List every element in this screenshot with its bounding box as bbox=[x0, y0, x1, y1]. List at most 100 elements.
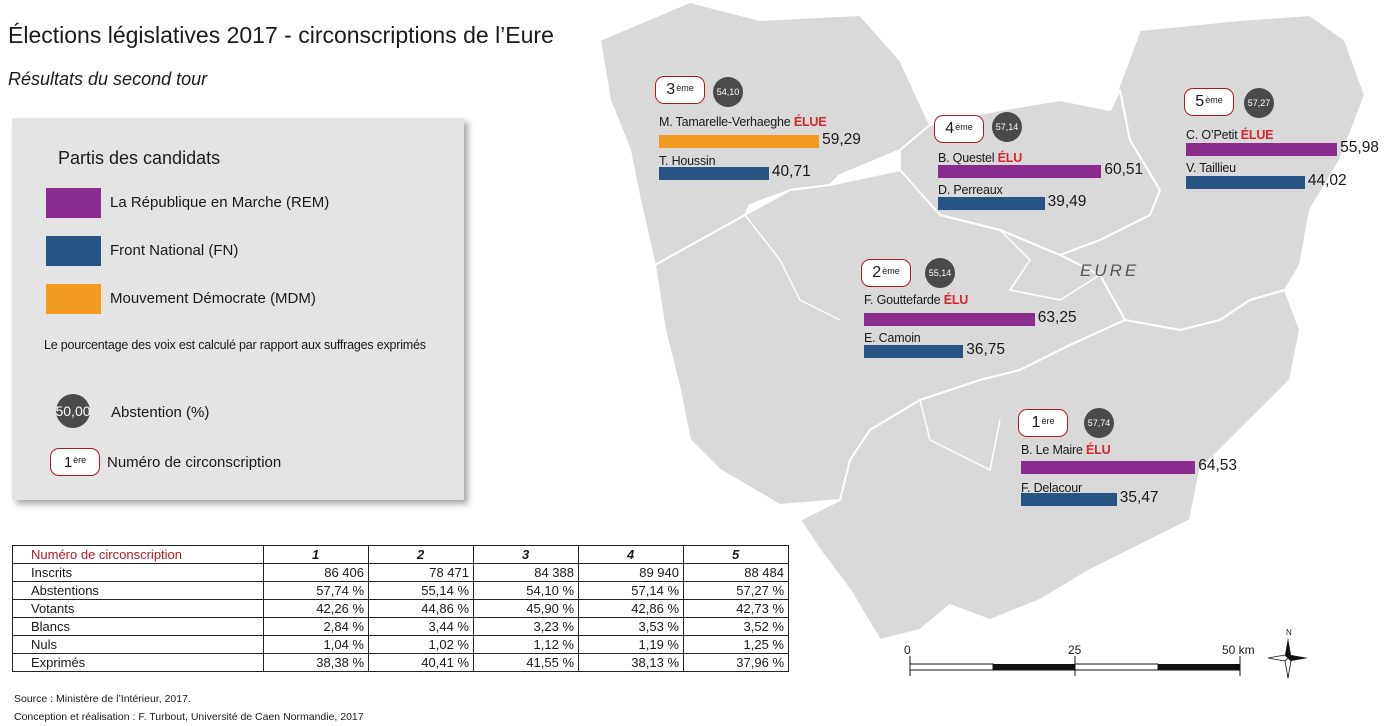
table-cell: 88 484 bbox=[683, 563, 789, 582]
table-cell: 41,55 % bbox=[473, 653, 579, 672]
table-row-label: Votants bbox=[12, 599, 264, 618]
table-row-label: Blancs bbox=[12, 617, 264, 636]
north-label: N bbox=[1286, 628, 1292, 637]
legend-note: Le pourcentage des voix est calculé par … bbox=[44, 338, 426, 352]
candidate-name-text: F. Delacour bbox=[1021, 481, 1083, 495]
vote-share-value: 44,02 bbox=[1307, 172, 1347, 189]
elected-badge: ÉLU bbox=[997, 151, 1023, 165]
legend-label-rem: La République en Marche (REM) bbox=[110, 194, 330, 211]
scale-bar-graphic bbox=[909, 656, 1241, 676]
candidate-name: C. O’Petit ÉLUE bbox=[1186, 128, 1274, 142]
circ-number: 2 bbox=[872, 264, 882, 281]
table-cell: 57,14 % bbox=[578, 581, 684, 600]
table-cell: 3,23 % bbox=[473, 617, 579, 636]
circ-suffix: ème bbox=[882, 266, 900, 276]
candidate-name-text: D. Perreaux bbox=[938, 183, 1003, 197]
candidate-name-text: B. Le Maire bbox=[1021, 443, 1083, 457]
table-cell: 84 388 bbox=[473, 563, 579, 582]
vote-share-bar bbox=[1021, 493, 1117, 506]
table-row-label: Inscrits bbox=[12, 563, 264, 582]
elected-badge: ÉLUE bbox=[1240, 128, 1274, 142]
table-cell: 54,10 % bbox=[473, 581, 579, 600]
abstention-circle: 57,14 bbox=[992, 112, 1022, 142]
table-cell: 3,52 % bbox=[683, 617, 789, 636]
table-cell: 2,84 % bbox=[263, 617, 369, 636]
table-cell: 1,25 % bbox=[683, 635, 789, 654]
circonscription-badge: 2 ème bbox=[861, 259, 911, 287]
abstention-circle: 57,74 bbox=[1084, 408, 1114, 438]
elected-badge: ÉLU bbox=[1086, 443, 1111, 457]
legend-circ-number: 1 bbox=[63, 453, 73, 471]
table-cell: 40,41 % bbox=[368, 653, 474, 672]
legend-circonscription-badge: 1 ère bbox=[50, 448, 100, 476]
compass-icon bbox=[1267, 638, 1308, 679]
map-title: Élections législatives 2017 - circonscri… bbox=[8, 22, 554, 48]
legend-swatch-fn bbox=[46, 236, 101, 266]
table-cell: 42,26 % bbox=[263, 599, 369, 618]
candidate-name: V. Taillieu bbox=[1186, 161, 1236, 175]
table-cell: 45,90 % bbox=[473, 599, 579, 618]
circ-number: 3 bbox=[666, 81, 676, 98]
legend-label-mdm: Mouvement Démocrate (MDM) bbox=[110, 290, 316, 307]
table-cell: 1,19 % bbox=[578, 635, 684, 654]
candidate-name: E. Camoin bbox=[864, 331, 921, 345]
table-row: Votants 42,26 % 44,86 % 45,90 % 42,86 % 42,73… bbox=[12, 599, 789, 618]
abstention-circle: 54,10 bbox=[713, 77, 743, 107]
table-cell: 86 406 bbox=[263, 563, 369, 582]
legend-circonscription-label: Numéro de circonscription bbox=[107, 454, 282, 471]
legend-swatch-mdm bbox=[46, 284, 101, 314]
circ-number: 1 bbox=[1031, 414, 1041, 431]
circ-number: 4 bbox=[945, 120, 955, 137]
vote-share-bar bbox=[938, 165, 1102, 178]
circ-suffix: ème bbox=[676, 83, 694, 93]
circ-suffix: ème bbox=[1205, 95, 1223, 105]
abstention-circle: 55,14 bbox=[925, 258, 955, 288]
vote-share-value: 64,53 bbox=[1198, 457, 1238, 474]
candidate-name: F. Delacour bbox=[1021, 481, 1082, 495]
candidate-name-text: C. O’Petit bbox=[1186, 128, 1238, 142]
circ-number: 5 bbox=[1195, 93, 1205, 110]
legend-abstention-circle: 50,00 bbox=[55, 394, 91, 428]
legend-label-fn: Front National (FN) bbox=[110, 242, 239, 259]
candidate-name: F. Gouttefarde ÉLU bbox=[864, 293, 968, 307]
table-row-label: Nuls bbox=[12, 635, 264, 654]
table-cell: 57,27 % bbox=[683, 581, 789, 600]
legend-circ-suffix: ère bbox=[73, 455, 87, 465]
table-header-cell: 3 bbox=[473, 545, 579, 564]
scale-label-50: 50 km bbox=[1222, 643, 1255, 657]
elected-badge: ÉLUE bbox=[793, 115, 827, 129]
circonscription-badge: 3 ème bbox=[655, 76, 705, 104]
table-cell: 3,44 % bbox=[368, 617, 474, 636]
table-header-cell: Numéro de circonscription bbox=[12, 545, 264, 564]
scale-label-0: 0 bbox=[904, 643, 911, 657]
elected-badge: ÉLU bbox=[943, 293, 969, 307]
circ-suffix: ème bbox=[955, 122, 973, 132]
vote-share-bar bbox=[1186, 143, 1338, 156]
vote-share-value: 36,75 bbox=[966, 341, 1006, 358]
candidate-name: M. Tamarelle-Verhaeghe ÉLUE bbox=[659, 115, 827, 129]
table-cell: 57,74 % bbox=[263, 581, 369, 600]
candidate-name-text: M. Tamarelle-Verhaeghe bbox=[659, 115, 791, 129]
source-note: Source : Ministère de l’Intérieur, 2017. bbox=[14, 693, 191, 705]
table-row: Exprimés 38,38 % 40,41 % 41,55 % 38,13 % 37,9… bbox=[12, 653, 789, 672]
table-cell: 42,73 % bbox=[683, 599, 789, 618]
legend-panel: Partis des candidats La République en Ma… bbox=[12, 118, 464, 500]
candidate-name-text: B. Questel bbox=[938, 151, 995, 165]
vote-share-value: 35,47 bbox=[1119, 489, 1159, 506]
candidate-name: B. Le Maire ÉLU bbox=[1021, 443, 1111, 457]
table-cell: 89 940 bbox=[578, 563, 684, 582]
table-body: Inscrits 86 406 78 471 84 388 89 940 88 484 Ab… bbox=[12, 563, 789, 672]
candidate-name-text: T. Houssin bbox=[659, 154, 716, 168]
vote-share-bar bbox=[659, 135, 820, 148]
vote-share-bar bbox=[1186, 176, 1305, 189]
vote-share-bar bbox=[864, 345, 964, 358]
vote-share-value: 55,98 bbox=[1340, 139, 1379, 156]
circonscription-badge: 1 ère bbox=[1018, 409, 1068, 437]
table-cell: 1,12 % bbox=[473, 635, 579, 654]
table-cell: 38,13 % bbox=[578, 653, 684, 672]
table-row: Blancs 2,84 % 3,44 % 3,23 % 3,53 % 3,52 % bbox=[12, 617, 789, 636]
candidate-name-text: F. Gouttefarde bbox=[864, 293, 941, 307]
table-header-cell: 1 bbox=[263, 545, 369, 564]
circonscription-badge: 5 ème bbox=[1184, 88, 1234, 116]
candidate-name-text: E. Camoin bbox=[864, 331, 921, 345]
